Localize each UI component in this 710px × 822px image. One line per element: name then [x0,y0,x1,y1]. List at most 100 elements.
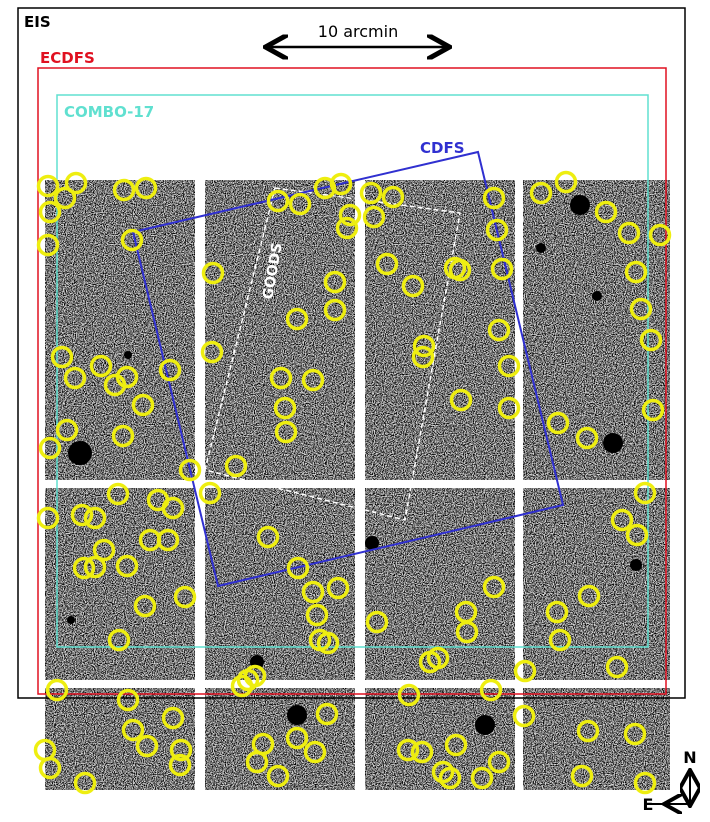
source-circle [529,181,553,205]
source-circle [115,554,139,578]
source-circle [448,258,472,282]
source-circle [38,756,62,780]
source-circle [120,228,144,252]
source-circle [548,628,572,652]
source-circle [161,706,185,730]
source-circle [36,506,60,530]
source-circle [629,297,653,321]
source-circle [201,261,225,285]
source-circle [512,704,536,728]
source-circle [411,345,435,369]
source-circle [288,192,312,216]
tile-noise [205,688,355,790]
source-circle [173,585,197,609]
source-circle [576,719,600,743]
source-circle [513,659,537,683]
source-circle [410,740,434,764]
source-circle [381,185,405,209]
source-circle [156,528,180,552]
source-circle [92,538,116,562]
source-circle [633,481,657,505]
source-circle [36,174,60,198]
source-circle [648,223,672,247]
source-circle [133,594,157,618]
source-circle [305,603,329,627]
source-circle [73,771,97,795]
source-circle [256,525,280,549]
source-circle [497,354,521,378]
dark-sources [67,195,642,735]
source-circle [313,176,337,200]
source-circle [479,678,503,702]
scale-label: 10 arcmin [318,22,398,41]
source-circle [106,482,130,506]
tile-noise [45,180,195,480]
source-circle [285,307,309,331]
source-circle [63,366,87,390]
source-circle [168,753,192,777]
source-circle [64,171,88,195]
source-circle [485,218,509,242]
source-circle [335,216,359,240]
source-circle [243,664,267,688]
tile-noise [205,180,355,480]
source-circle [266,764,290,788]
source-circle [639,328,663,352]
source-circle [641,398,665,422]
source-circle [575,426,599,450]
source-circle [285,726,309,750]
cdfs-label: CDFS [420,139,465,157]
source-circle [274,420,298,444]
tile-noise [523,180,670,480]
source-circle [570,764,594,788]
source-circle [55,418,79,442]
source-circle [362,205,386,229]
source-circle [554,170,578,194]
source-circle [594,200,618,224]
source-circle [224,454,248,478]
source-circle [70,503,94,527]
source-circle [401,274,425,298]
source-circle [338,203,362,227]
source-circle [329,172,353,196]
source-circle [38,436,62,460]
source-circle [111,424,135,448]
source-circle [487,750,511,774]
source-circle [45,678,69,702]
source-circle [482,575,506,599]
tile-noise [365,488,515,680]
source-circle [112,178,136,202]
source-circle [198,481,222,505]
source-circle [396,738,420,762]
source-circle [50,345,74,369]
source-circle [200,340,224,364]
source-circle [273,396,297,420]
source-circle [121,718,145,742]
source-circles [33,170,672,795]
source-circle [455,620,479,644]
source-circle [545,600,569,624]
source-circle [134,176,158,200]
source-circle [497,396,521,420]
ecdfs-label: ECDFS [40,49,95,67]
source-circle [625,523,649,547]
source-circle [301,368,325,392]
source-circle [546,411,570,435]
source-circle [412,334,436,358]
source-circle [286,556,310,580]
source-circle [577,584,601,608]
source-circle [316,631,340,655]
source-circle [83,506,107,530]
tile-noise [523,488,670,680]
source-circle [444,733,468,757]
source-circle [107,628,131,652]
source-circle [245,750,269,774]
source-circle [487,318,511,342]
source-circle [605,655,629,679]
source-circle [72,556,96,580]
source-circle [633,771,657,795]
source-circle [103,373,127,397]
source-circle [301,580,325,604]
